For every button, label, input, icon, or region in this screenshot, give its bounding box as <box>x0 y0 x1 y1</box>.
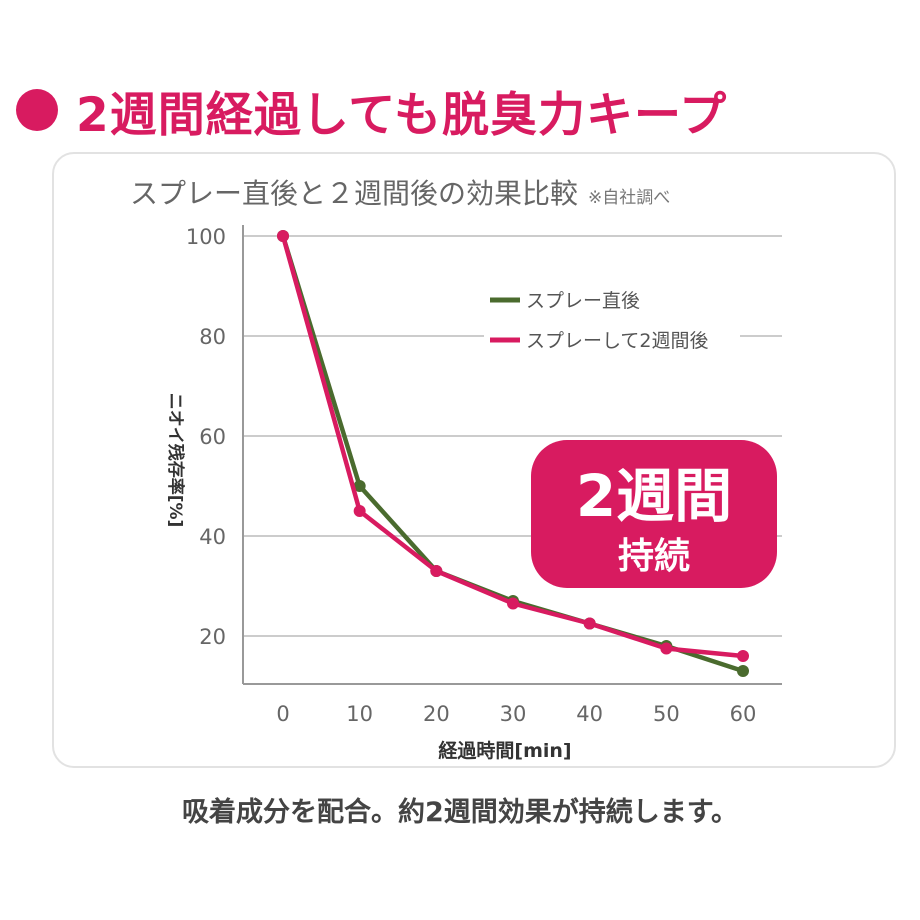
x-tick-label: 30 <box>500 702 527 726</box>
y-tick-label: 60 <box>199 425 226 449</box>
series-point-0 <box>737 665 749 677</box>
badge-background <box>531 440 777 588</box>
chart-title-text: スプレー直後と２週間後の効果比較 <box>130 177 579 210</box>
y-tick-label: 40 <box>199 525 226 549</box>
chart-note: ※自社調べ <box>588 188 671 208</box>
chart-title: スプレー直後と２週間後の効果比較 ※自社調べ <box>130 172 670 212</box>
series-point-1 <box>660 642 673 655</box>
series-point-1 <box>353 505 366 517</box>
legend: スプレー直後 スプレーして2週間後 <box>484 282 740 358</box>
y-axis-label: ニオイ残存率[%] <box>165 393 186 528</box>
legend-backdrop <box>484 282 740 358</box>
x-tick-label: 0 <box>276 702 289 726</box>
series-point-1 <box>507 597 519 610</box>
badge-main-text: 2週間 <box>576 462 732 530</box>
series-point-1 <box>583 617 596 630</box>
bullet-icon <box>16 89 58 131</box>
x-tick-label: 10 <box>346 702 373 726</box>
series-point-1 <box>737 650 749 662</box>
series-point-1 <box>430 565 443 577</box>
caption: 吸着成分を配合。約2週間効果が持続します。 <box>181 797 739 828</box>
x-tick-label: 20 <box>423 702 450 726</box>
series-point-0 <box>353 480 366 492</box>
heading-text: 2週間経過しても脱臭力キープ <box>76 87 728 143</box>
legend-label-green: スプレー直後 <box>526 290 640 312</box>
legend-label-pink: スプレーして2週間後 <box>526 330 709 352</box>
x-tick-label: 40 <box>576 702 603 726</box>
x-tick-label: 50 <box>653 702 680 726</box>
y-tick-label: 20 <box>199 625 226 649</box>
x-axis-label: 経過時間[min] <box>438 739 571 762</box>
heading: 2週間経過しても脱臭力キープ <box>16 80 727 143</box>
tick-layer: 20 40 60 80 100 0 10 20 30 40 50 60 <box>186 225 756 726</box>
y-tick-label: 80 <box>199 325 226 349</box>
series-layer <box>277 230 749 677</box>
badge: 2週間 持続 <box>531 440 777 588</box>
y-tick-label: 100 <box>186 225 226 249</box>
x-tick-label: 60 <box>730 702 757 726</box>
badge-sub-text: 持続 <box>618 536 690 577</box>
series-point-1 <box>277 230 289 242</box>
